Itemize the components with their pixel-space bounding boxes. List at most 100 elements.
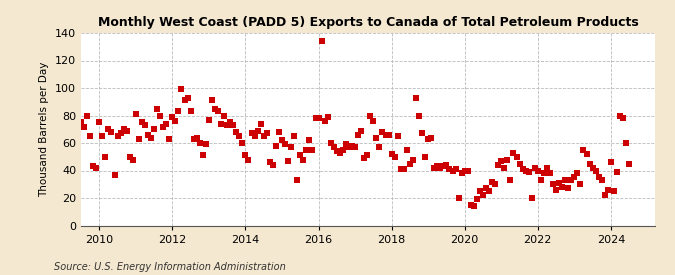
Point <box>88 164 99 169</box>
Point <box>377 130 388 134</box>
Point <box>575 182 586 186</box>
Point <box>609 189 620 193</box>
Point <box>587 166 598 170</box>
Point <box>529 166 540 170</box>
Point <box>429 166 439 170</box>
Point <box>374 145 385 149</box>
Point <box>273 130 284 134</box>
Point <box>533 168 543 173</box>
Point <box>462 168 473 173</box>
Point <box>106 130 117 134</box>
Point <box>267 163 278 167</box>
Point <box>621 141 632 145</box>
Point <box>298 157 308 162</box>
Point <box>249 134 260 138</box>
Point <box>261 131 272 136</box>
Point <box>447 168 458 173</box>
Point <box>514 161 525 166</box>
Point <box>200 142 211 147</box>
Point <box>173 109 184 114</box>
Point <box>140 123 151 127</box>
Point <box>389 155 400 159</box>
Point <box>423 137 433 141</box>
Point <box>517 167 528 171</box>
Point <box>508 150 519 155</box>
Point <box>444 167 455 171</box>
Point <box>603 188 614 192</box>
Point <box>499 166 510 170</box>
Point <box>203 117 214 122</box>
Point <box>416 131 427 136</box>
Point <box>557 185 568 189</box>
Point <box>225 120 236 125</box>
Point <box>130 112 141 116</box>
Point <box>216 122 227 126</box>
Point <box>490 182 501 186</box>
Point <box>63 161 74 166</box>
Point <box>368 119 379 123</box>
Point <box>404 161 415 166</box>
Point <box>441 163 452 167</box>
Point <box>322 115 333 119</box>
Point <box>380 133 391 137</box>
Point <box>338 148 348 152</box>
Point <box>310 116 321 120</box>
Point <box>60 98 71 103</box>
Point <box>334 150 345 155</box>
Point <box>505 178 516 182</box>
Point <box>386 152 397 156</box>
Point <box>170 119 181 123</box>
Point <box>493 163 504 167</box>
Point <box>578 148 589 152</box>
Point <box>426 135 437 140</box>
Point <box>618 116 628 120</box>
Point <box>304 138 315 142</box>
Point <box>547 182 558 186</box>
Point <box>73 159 84 163</box>
Point <box>243 157 254 162</box>
Point <box>152 106 163 111</box>
Title: Monthly West Coast (PADD 5) Exports to Canada of Total Petroleum Products: Monthly West Coast (PADD 5) Exports to C… <box>97 16 639 29</box>
Point <box>475 189 485 193</box>
Point <box>94 120 105 125</box>
Point <box>112 134 123 138</box>
Point <box>161 122 171 126</box>
Point <box>185 109 196 114</box>
Point <box>279 142 290 147</box>
Point <box>392 134 403 138</box>
Point <box>122 128 132 133</box>
Point <box>91 166 102 170</box>
Point <box>286 145 296 149</box>
Point <box>109 172 120 177</box>
Point <box>605 160 616 164</box>
Point <box>328 145 339 149</box>
Point <box>176 87 187 92</box>
Point <box>590 168 601 173</box>
Point <box>124 155 135 159</box>
Point <box>164 137 175 141</box>
Point <box>459 168 470 173</box>
Point <box>115 131 126 136</box>
Point <box>432 164 443 169</box>
Point <box>478 193 489 197</box>
Point <box>468 204 479 208</box>
Point <box>219 113 230 118</box>
Point <box>450 167 461 171</box>
Point <box>596 178 607 182</box>
Point <box>551 188 562 192</box>
Point <box>128 157 138 162</box>
Point <box>271 144 281 148</box>
Point <box>481 186 491 191</box>
Point <box>581 152 592 156</box>
Point <box>265 160 275 164</box>
Point <box>222 123 233 127</box>
Point <box>313 116 324 120</box>
Point <box>331 149 342 153</box>
Point <box>191 135 202 140</box>
Point <box>526 196 537 200</box>
Point <box>560 178 570 182</box>
Point <box>362 153 373 158</box>
Point <box>408 157 418 162</box>
Point <box>158 124 169 129</box>
Point <box>438 164 449 169</box>
